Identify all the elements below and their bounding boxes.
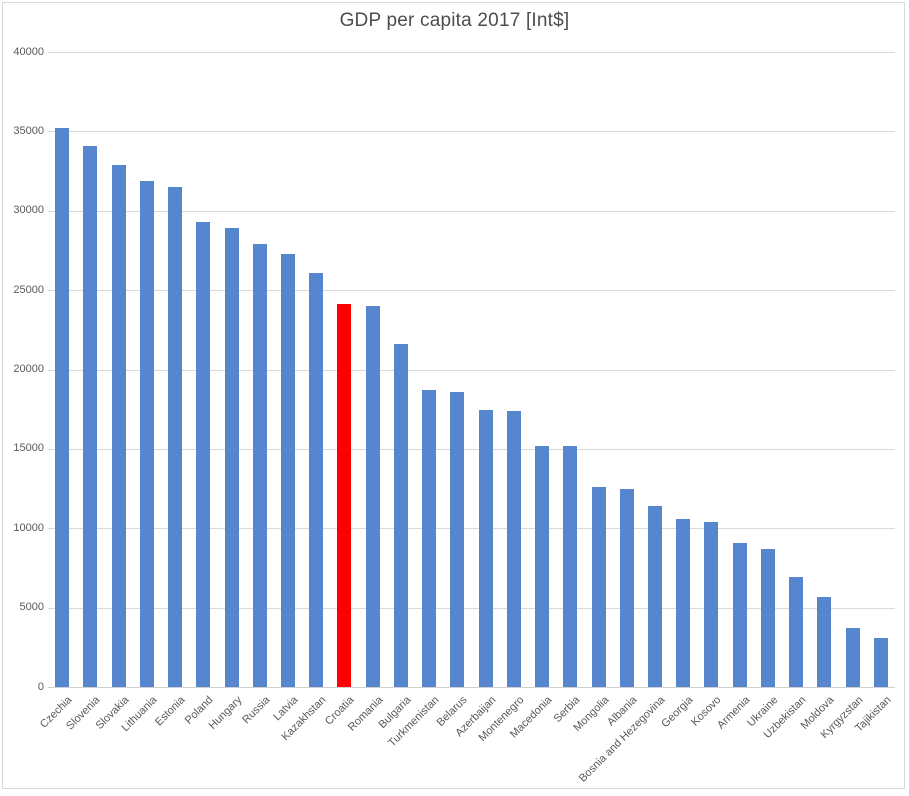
bar-azerbaijan	[478, 409, 493, 687]
bar-turkmenistan	[422, 390, 437, 687]
y-tick-label-0: 0	[37, 680, 44, 693]
y-tick-label-40000: 40000	[13, 45, 44, 58]
y-gridline-10000	[48, 528, 895, 530]
bar-bosnia-and-hezegovina	[648, 506, 663, 687]
y-tick-label-25000: 25000	[13, 283, 44, 296]
bar-georgia	[676, 518, 691, 687]
bar-kosovo	[704, 521, 719, 687]
y-tick-label-5000: 5000	[19, 601, 44, 614]
bar-serbia	[563, 446, 578, 687]
y-gridline-40000	[48, 52, 895, 53]
y-gridline-25000	[48, 290, 895, 292]
bar-slovenia	[83, 145, 98, 687]
y-tick-label-20000: 20000	[13, 363, 44, 375]
bar-albania	[619, 488, 634, 687]
bar-armenia	[732, 542, 747, 687]
bar-estonia	[168, 186, 183, 687]
y-tick-label-15000: 15000	[13, 442, 44, 455]
bar-lithuania	[139, 180, 154, 687]
bar-bulgaria	[393, 344, 408, 687]
y-gridline-5000	[48, 607, 895, 609]
bar-hungary	[224, 228, 239, 687]
bar-ukraine	[760, 548, 775, 687]
bar-mongolia	[591, 486, 606, 687]
chart-title: GDP per capita 2017 [Int$]	[339, 10, 570, 31]
bar-poland	[196, 221, 211, 687]
bar-romania	[365, 306, 380, 687]
y-tick-label-30000: 30000	[13, 204, 44, 217]
bar-macedonia	[535, 445, 550, 687]
bar-kyrgyzstan	[845, 628, 860, 687]
bar-montenegro	[506, 410, 521, 687]
y-gridline-20000	[48, 369, 895, 371]
y-gridline-30000	[48, 210, 895, 212]
bar-tajikistan	[873, 637, 888, 687]
x-axis-line	[48, 687, 895, 688]
bar-kazakhstan	[309, 272, 324, 687]
bar-latvia	[280, 253, 295, 687]
bar-uzbekistan	[789, 577, 804, 687]
bar-croatia-highlighted	[337, 304, 352, 687]
y-tick-label-10000: 10000	[13, 521, 44, 534]
y-gridline-15000	[48, 448, 895, 450]
bar-moldova	[817, 596, 832, 687]
bar-belarus	[450, 391, 465, 687]
y-tick-label-35000: 35000	[13, 124, 44, 137]
bar-slovakia	[111, 164, 126, 687]
bar-russia	[252, 244, 267, 687]
bar-czechia	[55, 128, 70, 687]
y-gridline-35000	[48, 131, 895, 133]
